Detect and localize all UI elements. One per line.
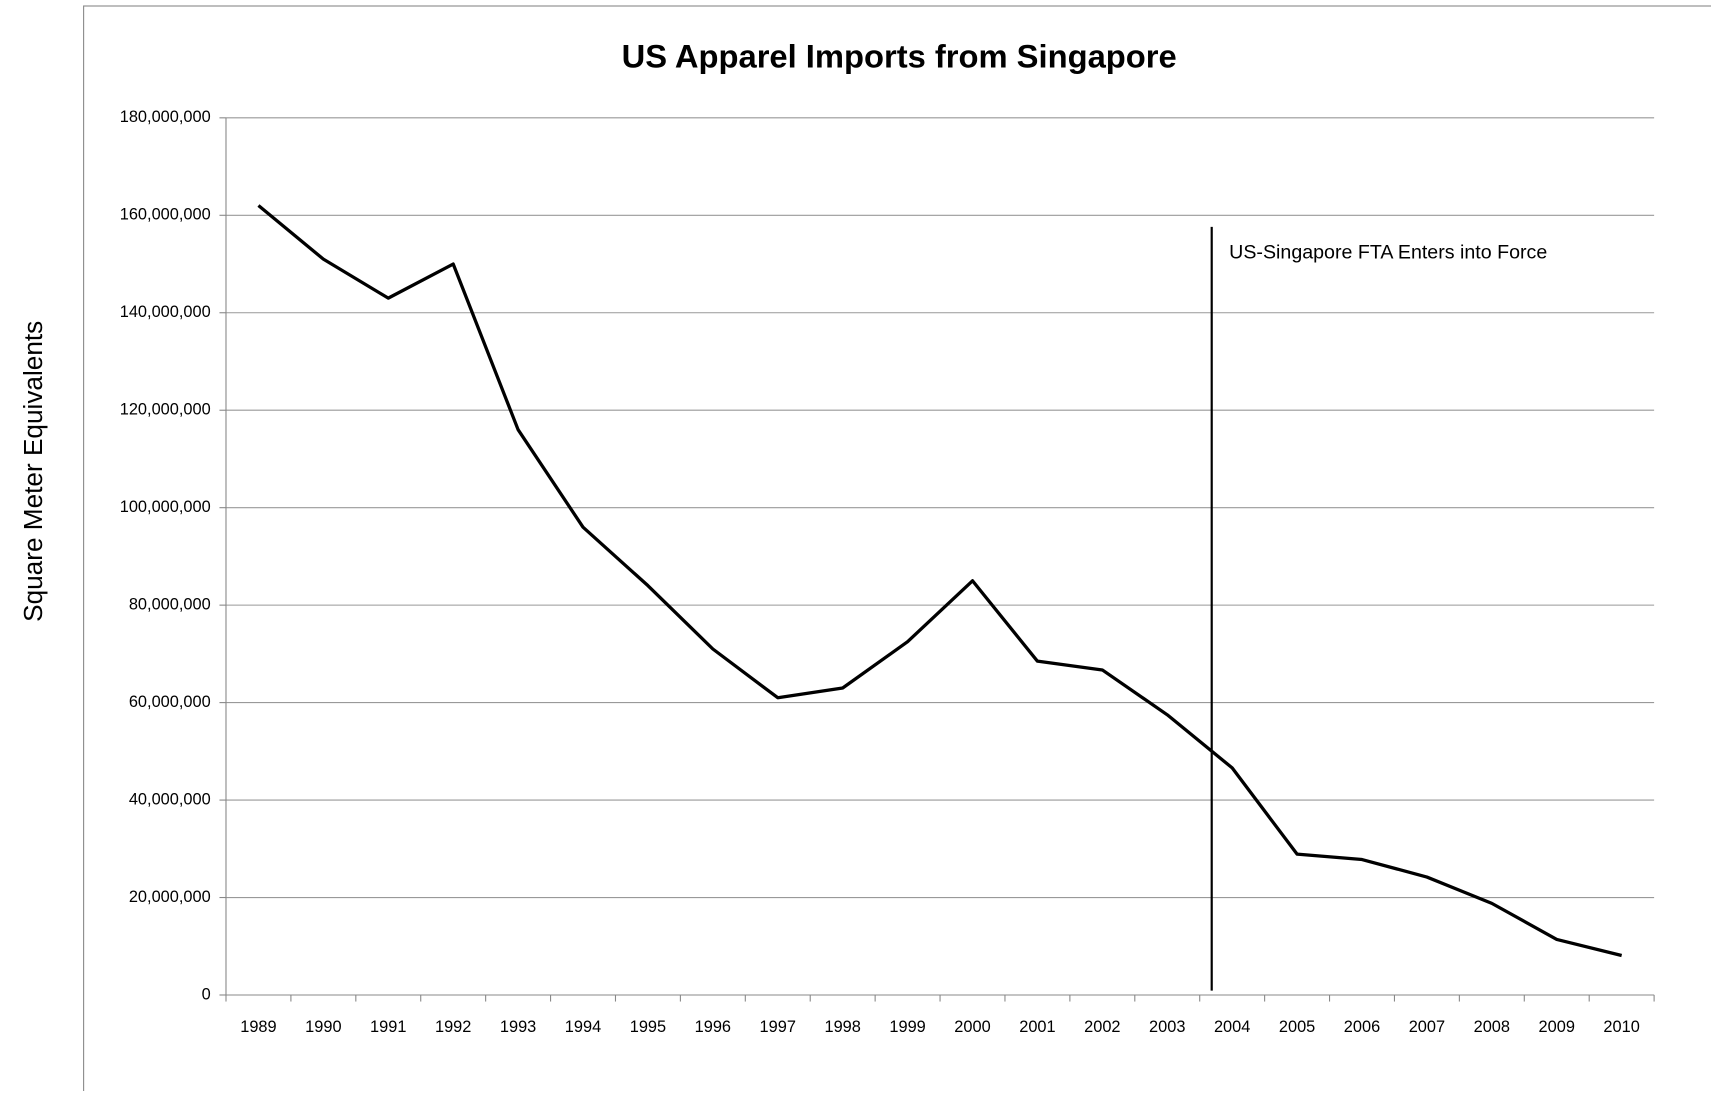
x-tick-label: 1999 <box>889 1018 925 1036</box>
x-tick-label: 2006 <box>1344 1018 1380 1036</box>
y-tick-label: 160,000,000 <box>120 206 211 224</box>
annotation: US-Singapore FTA Enters into Force <box>1229 241 1547 263</box>
x-tick-label: 1996 <box>695 1018 731 1036</box>
y-tick-label: 0 <box>202 985 211 1003</box>
x-tick-label: 1993 <box>500 1018 536 1036</box>
x-tick-label: 1994 <box>565 1018 601 1036</box>
chart-title: US Apparel Imports from Singapore <box>622 38 1177 75</box>
y-tick-label: 140,000,000 <box>120 303 211 321</box>
x-tick-label: 2004 <box>1214 1018 1250 1036</box>
x-tick-label: 1992 <box>435 1018 471 1036</box>
y-tick-label: 60,000,000 <box>129 693 211 711</box>
y-tick-label: 180,000,000 <box>120 108 211 126</box>
y-axis-label: Square Meter Equivalents <box>18 321 48 622</box>
data-line <box>257 204 1623 958</box>
chart-frame <box>83 5 1711 1096</box>
x-tick-label: 1995 <box>630 1018 666 1036</box>
y-tick-label: 120,000,000 <box>120 401 211 419</box>
x-tick-label: 2000 <box>954 1018 990 1036</box>
x-tick-label: 1989 <box>240 1018 276 1036</box>
y-tick-label: 80,000,000 <box>129 595 211 613</box>
x-tick-label: 2001 <box>1019 1018 1055 1036</box>
x-tick-label: 2003 <box>1149 1018 1185 1036</box>
x-tick-label: 1998 <box>824 1018 860 1036</box>
y-tick-label: 20,000,000 <box>129 888 211 906</box>
x-tick-label: 2002 <box>1084 1018 1120 1036</box>
x-tick-label: 2010 <box>1603 1018 1639 1036</box>
y-tick-label: 40,000,000 <box>129 790 211 808</box>
x-tick-label: 1990 <box>305 1018 341 1036</box>
x-tick-label: 2005 <box>1279 1018 1315 1036</box>
x-tick-label: 2008 <box>1474 1018 1510 1036</box>
x-tick-label: 1991 <box>370 1018 406 1036</box>
x-tick-label: 1997 <box>760 1018 796 1036</box>
y-tick-label: 100,000,000 <box>120 498 211 516</box>
x-tick-label: 2007 <box>1409 1018 1445 1036</box>
x-tick-label: 2009 <box>1539 1018 1575 1036</box>
